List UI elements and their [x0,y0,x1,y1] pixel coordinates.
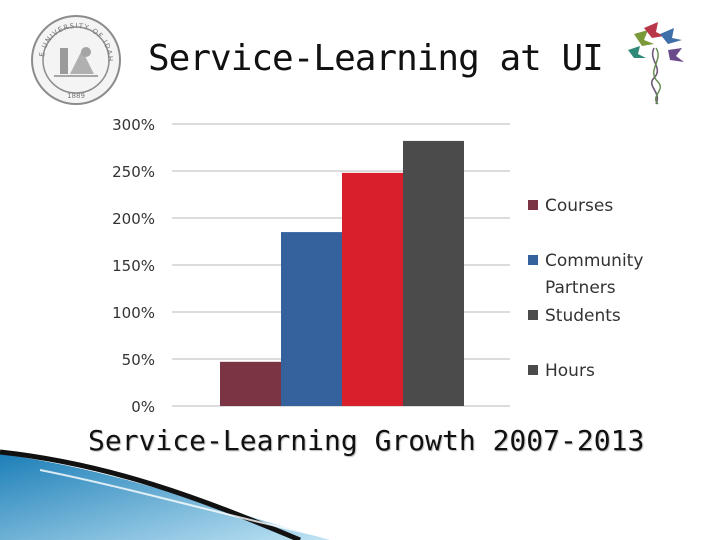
legend-swatch [528,365,538,375]
legend-swatch [528,310,538,320]
y-tick-label: 50% [122,351,155,369]
university-seal-logo: THE UNIVERSITY OF IDAHO 1889 [30,14,121,105]
legend-label: Partners [545,278,616,298]
decorative-swoosh [0,449,341,540]
seal-year: 1889 [67,92,85,100]
y-tick-label: 250% [112,163,155,181]
slide-title: Service-Learning at UI [148,38,604,79]
legend-swatch [528,200,538,210]
y-tick-label: 100% [112,304,155,322]
legend-label: Students [545,306,621,326]
slide-caption: Service-Learning Growth 2007-2013 [88,424,645,457]
y-axis-ticks: 0% 50% 100% 150% 200% 250% 300% [112,116,155,416]
bar-courses [220,361,281,406]
legend-swatch [528,255,538,265]
bar-hours [403,140,464,407]
y-tick-label: 300% [112,116,155,134]
y-tick-label: 150% [112,257,155,275]
legend-label: Courses [545,196,613,216]
bar-community-partners [281,232,342,406]
chart-legend: Courses Community Partners Students Hours [528,196,643,381]
bar-students [342,172,403,406]
legend-label: Hours [545,361,595,381]
chart-bars [220,140,464,407]
legend-label: Community [545,251,643,271]
y-tick-label: 200% [112,210,155,228]
y-tick-label: 0% [131,398,155,416]
service-learning-birds-logo [628,22,684,105]
